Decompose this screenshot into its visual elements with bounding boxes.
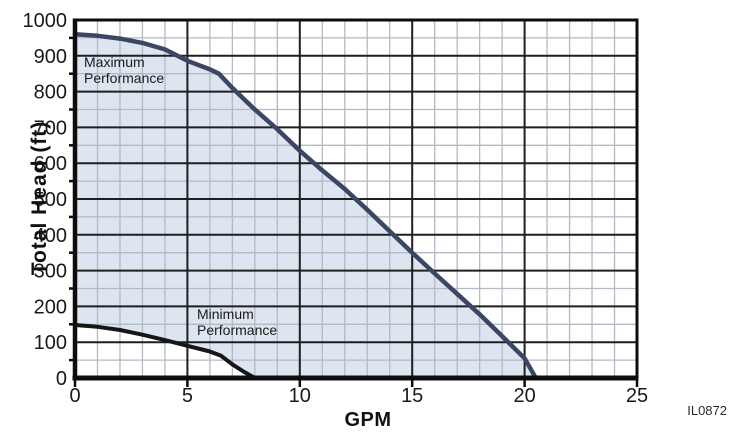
x-tick-label: 10 xyxy=(289,385,311,407)
y-tick-label: 200 xyxy=(34,296,67,318)
y-tick-label: 800 xyxy=(34,82,67,104)
annotation-line: Minimum xyxy=(197,306,254,322)
y-tick-label: 600 xyxy=(34,153,67,175)
maximum-performance-curve xyxy=(72,32,539,381)
y-tick-label: 100 xyxy=(34,332,67,354)
x-tick-label: 0 xyxy=(69,385,80,407)
y-tick-label: 500 xyxy=(34,189,67,211)
x-axis-title: GPM xyxy=(344,409,392,431)
y-tick-label: 400 xyxy=(34,225,67,247)
annotation-line: Performance xyxy=(84,70,165,86)
x-tick-label: 15 xyxy=(401,385,423,407)
x-tick-label: 20 xyxy=(513,385,535,407)
y-tick-label: 300 xyxy=(34,261,67,283)
y-axis-title: Total Head (ft) xyxy=(28,120,51,276)
x-tick-label: 5 xyxy=(182,385,193,407)
y-tick-label: 900 xyxy=(34,46,67,68)
minimum-performance-curve xyxy=(73,323,257,380)
figure-code: IL0872 xyxy=(687,403,727,418)
y-tick-label: 700 xyxy=(34,117,67,139)
annotation-line: Maximum xyxy=(84,54,145,70)
minimum-performance-label: Minimum Performance xyxy=(197,306,277,338)
y-tick-label: 1000 xyxy=(23,10,68,32)
maximum-performance-label: Maximum Performance xyxy=(84,54,164,86)
y-tick-label: 0 xyxy=(56,368,67,390)
annotation-line: Performance xyxy=(197,322,278,338)
performance-envelope-fill xyxy=(75,34,536,379)
x-tick-label: 25 xyxy=(626,385,648,407)
